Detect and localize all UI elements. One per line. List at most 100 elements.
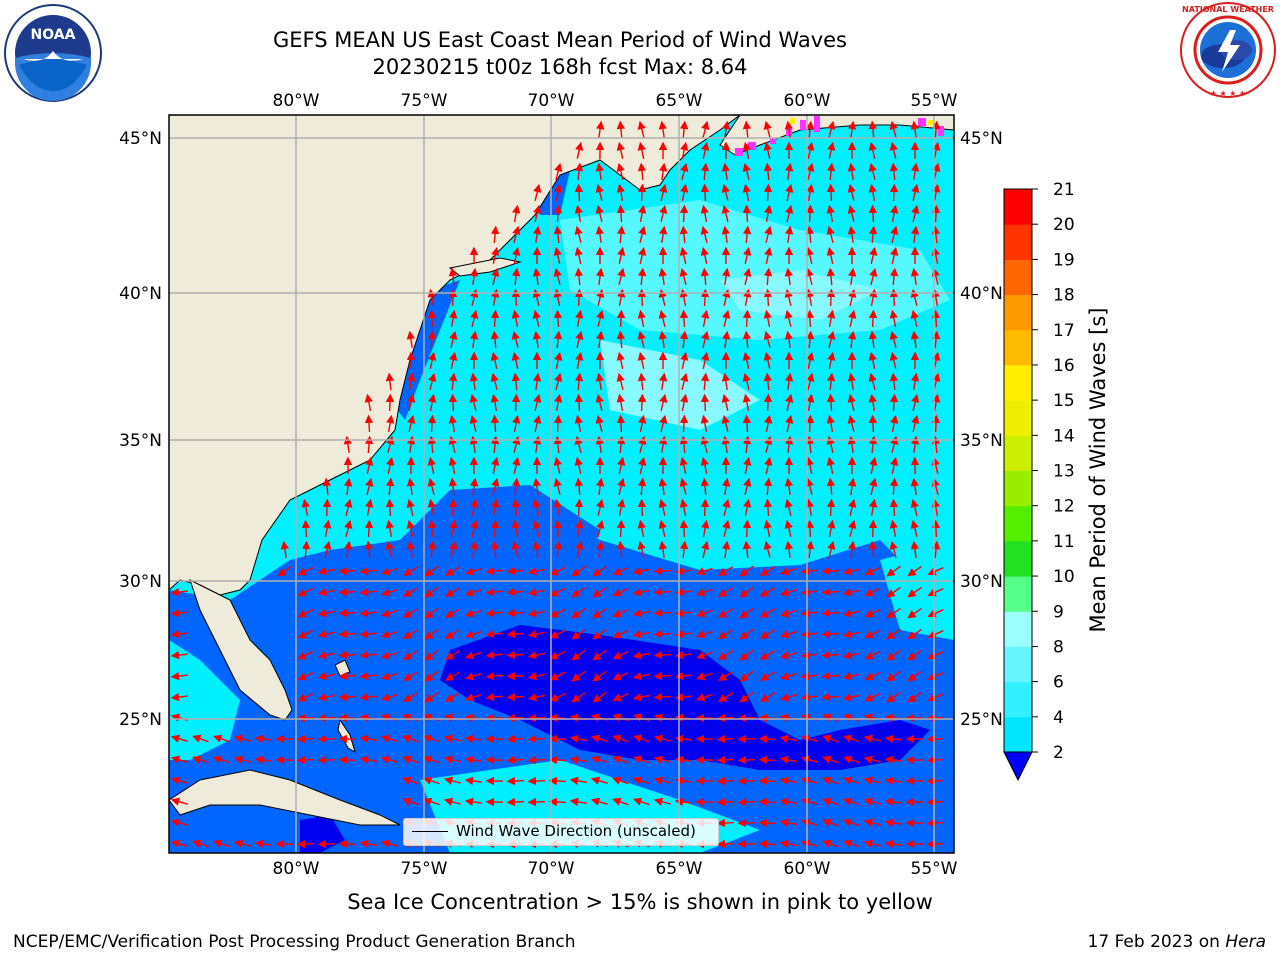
wind-wave-arrow (653, 734, 671, 743)
wind-wave-arrow (170, 608, 188, 618)
wind-wave-arrow (385, 393, 395, 412)
wind-wave-arrow (323, 519, 332, 538)
wind-wave-arrow (632, 567, 651, 576)
wind-wave-arrow (423, 734, 440, 743)
wind-wave-arrow (842, 609, 860, 618)
wind-wave-arrow (532, 519, 541, 537)
wind-wave-arrow (827, 330, 836, 348)
wind-wave-arrow (301, 498, 310, 517)
wind-wave-arrow (485, 587, 504, 597)
wind-wave-arrow (842, 630, 860, 639)
wind-wave-arrow (696, 588, 713, 597)
wind-wave-arrow (826, 183, 836, 202)
lon-label: 65°W (656, 859, 703, 879)
wind-wave-arrow (847, 183, 856, 201)
wind-wave-arrow (658, 540, 668, 559)
wind-wave-arrow (827, 120, 836, 138)
wind-wave-arrow (701, 351, 710, 369)
wind-wave-arrow (700, 456, 709, 474)
wind-wave-arrow (659, 414, 668, 432)
wind-wave-arrow (317, 839, 336, 849)
wind-wave-arrow (590, 734, 608, 743)
wind-wave-arrow (679, 246, 688, 264)
wind-wave-arrow (506, 608, 525, 618)
wind-wave-arrow (638, 456, 647, 474)
legend-line-sample (412, 831, 448, 832)
wind-wave-arrow (932, 393, 941, 412)
wind-wave-arrow (805, 120, 815, 139)
wind-wave-arrow (406, 519, 415, 537)
wind-wave-arrow (595, 330, 605, 349)
wind-wave-arrow (322, 477, 332, 496)
wind-wave-arrow (805, 540, 815, 559)
wind-wave-arrow (842, 693, 860, 702)
lat-labels-right: 45°N 40°N 35°N 30°N 25°N (960, 129, 1003, 730)
wind-wave-arrow (821, 650, 840, 660)
wind-wave-arrow (506, 587, 525, 597)
wind-wave-arrow (931, 414, 941, 433)
wind-wave-arrow (806, 351, 815, 369)
wind-wave-arrow (592, 691, 607, 703)
lat-label: 45°N (119, 129, 162, 149)
wind-wave-arrow (511, 351, 520, 369)
wind-wave-arrow (889, 498, 899, 517)
wind-wave-arrow (359, 650, 378, 660)
colorbar-tick-label: 8 (1053, 637, 1064, 657)
wind-wave-arrow (763, 120, 772, 138)
wind-wave-arrow (338, 629, 357, 639)
wind-wave-arrow (780, 672, 797, 681)
wind-wave-arrow (548, 734, 567, 744)
wind-wave-arrow (779, 755, 798, 764)
wind-wave-arrow (574, 225, 583, 243)
wind-wave-arrow (764, 246, 773, 264)
wind-wave-arrow (380, 734, 398, 743)
wind-wave-arrow (491, 477, 500, 495)
wind-wave-arrow (254, 755, 272, 765)
wind-wave-arrow (364, 540, 374, 559)
wind-wave-arrow (931, 246, 940, 264)
wind-wave-arrow (763, 540, 772, 558)
wind-wave-arrow (403, 671, 419, 681)
wind-wave-arrow (739, 565, 754, 577)
wind-wave-arrow (843, 734, 860, 743)
wind-wave-arrow (365, 498, 374, 517)
wind-wave-arrow (532, 498, 541, 516)
wind-wave-arrow (428, 372, 437, 390)
wind-wave-arrow (448, 456, 457, 474)
wind-wave-arrow (428, 351, 437, 369)
svg-text:NATIONAL WEATHER: NATIONAL WEATHER (1182, 5, 1274, 14)
wind-wave-arrow (464, 797, 482, 807)
wind-wave-arrow (763, 351, 772, 369)
wind-wave-arrow (926, 818, 945, 828)
wind-wave-arrow (612, 713, 629, 722)
wind-wave-arrow (847, 162, 857, 181)
wind-wave-arrow (927, 651, 944, 660)
wind-wave-arrow (780, 567, 797, 576)
wind-wave-arrow (886, 565, 901, 577)
wind-wave-arrow (889, 183, 899, 202)
wind-wave-arrow (926, 797, 945, 807)
wind-wave-arrow (549, 692, 566, 702)
wind-wave-arrow (554, 183, 563, 202)
wind-wave-arrow (827, 351, 836, 369)
wind-wave-arrow (317, 609, 335, 618)
wind-wave-arrow (506, 650, 525, 660)
wind-wave-arrow (742, 141, 751, 159)
wind-wave-arrow (926, 734, 945, 744)
wind-wave-arrow (170, 776, 188, 785)
wind-wave-arrow (718, 671, 734, 681)
wind-wave-arrow (423, 776, 440, 785)
wind-wave-arrow (427, 540, 437, 559)
wind-wave-arrow (868, 120, 878, 139)
wind-wave-arrow (512, 414, 521, 433)
wind-wave-arrow (884, 797, 902, 807)
wind-wave-arrow (233, 839, 251, 848)
wind-wave-arrow (742, 204, 752, 223)
wind-wave-arrow (527, 588, 545, 597)
wind-wave-arrow (843, 776, 860, 785)
wind-wave-arrow (569, 755, 588, 764)
wind-wave-arrow (616, 141, 625, 159)
wind-wave-arrow (403, 629, 419, 639)
wind-wave-arrow (553, 330, 563, 349)
wind-wave-arrow (338, 692, 357, 702)
